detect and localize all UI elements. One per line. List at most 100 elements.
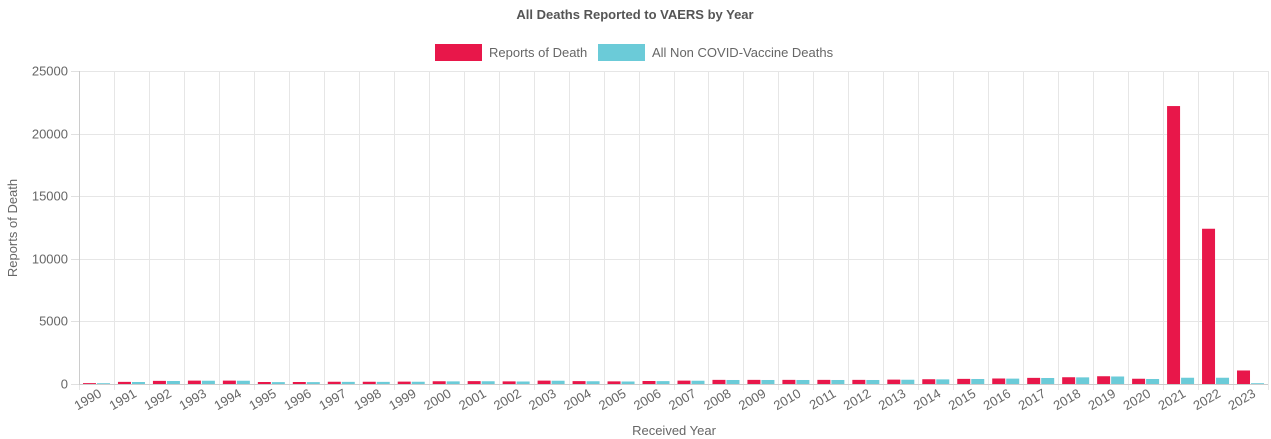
bar-reports-of-death-2016[interactable]: [992, 378, 1006, 384]
bar-reports-of-death-1990[interactable]: [82, 383, 96, 384]
bar-non-covid-deaths-2010[interactable]: [796, 379, 810, 384]
x-tick-label: 2013: [876, 386, 909, 413]
bar-reports-of-death-1993[interactable]: [187, 380, 201, 384]
bar-reports-of-death-2017[interactable]: [1027, 377, 1041, 384]
bar-reports-of-death-1997[interactable]: [327, 381, 341, 384]
bar-reports-of-death-1991[interactable]: [117, 381, 131, 384]
bar-reports-of-death-2015[interactable]: [957, 378, 971, 384]
bar-reports-of-death-2006[interactable]: [642, 381, 656, 384]
bar-reports-of-death-2007[interactable]: [677, 380, 691, 384]
bar-non-covid-deaths-1990[interactable]: [96, 383, 110, 384]
x-tick-label: 2008: [701, 386, 734, 413]
bar-reports-of-death-2011[interactable]: [817, 379, 831, 384]
bar-non-covid-deaths-2012[interactable]: [866, 379, 880, 384]
y-tick-label: 20000: [32, 127, 68, 142]
bar-reports-of-death-2000[interactable]: [432, 381, 446, 384]
bar-reports-of-death-2018[interactable]: [1062, 377, 1076, 384]
x-tick-label: 2012: [841, 386, 874, 413]
bar-non-covid-deaths-2002[interactable]: [516, 381, 530, 385]
x-tick-label: 1993: [176, 386, 209, 413]
bar-non-covid-deaths-2007[interactable]: [691, 380, 705, 384]
bar-non-covid-deaths-1991[interactable]: [131, 382, 145, 384]
x-tick-label: 2010: [771, 386, 804, 413]
bar-non-covid-deaths-2019[interactable]: [1111, 376, 1125, 384]
y-tick-label: 25000: [32, 64, 68, 79]
bar-non-covid-deaths-2014[interactable]: [936, 379, 950, 384]
x-tick-label: 2023: [1225, 386, 1258, 413]
x-tick-label: 2020: [1121, 386, 1154, 413]
bar-non-covid-deaths-2018[interactable]: [1076, 377, 1090, 384]
x-tick-label: 2017: [1016, 386, 1049, 413]
bar-non-covid-deaths-1993[interactable]: [201, 380, 215, 384]
bar-reports-of-death-2005[interactable]: [607, 381, 621, 384]
bar-reports-of-death-2004[interactable]: [572, 381, 586, 384]
bar-non-covid-deaths-1996[interactable]: [306, 382, 320, 384]
bar-reports-of-death-1998[interactable]: [362, 381, 376, 384]
bar-non-covid-deaths-2021[interactable]: [1181, 377, 1195, 384]
bar-reports-of-death-2012[interactable]: [852, 379, 866, 384]
bar-reports-of-death-2021[interactable]: [1167, 106, 1181, 384]
x-tick-label: 1994: [211, 386, 244, 413]
legend-swatch-reports-of-death: [435, 44, 482, 61]
bar-non-covid-deaths-2011[interactable]: [831, 379, 845, 384]
bar-non-covid-deaths-2006[interactable]: [656, 381, 670, 384]
y-tick-label: 5000: [39, 314, 68, 329]
x-tick-label: 2001: [456, 386, 489, 413]
bar-reports-of-death-1996[interactable]: [292, 382, 306, 384]
x-tick-label: 2003: [526, 386, 559, 413]
x-tick-label: 1999: [386, 386, 419, 413]
bar-non-covid-deaths-2023[interactable]: [1251, 383, 1265, 384]
x-tick-label: 2016: [981, 386, 1014, 413]
bar-reports-of-death-2019[interactable]: [1097, 376, 1111, 384]
legend-swatch-non-covid-deaths: [598, 44, 645, 61]
bar-reports-of-death-2023[interactable]: [1237, 370, 1251, 384]
legend[interactable]: Reports of Death All Non COVID-Vaccine D…: [435, 44, 834, 61]
bar-non-covid-deaths-1995[interactable]: [271, 382, 285, 384]
x-tick-label: 2009: [736, 386, 769, 413]
bar-reports-of-death-1999[interactable]: [397, 381, 411, 384]
x-tick-label: 2006: [631, 386, 664, 413]
bar-reports-of-death-2020[interactable]: [1132, 378, 1146, 384]
bar-non-covid-deaths-2016[interactable]: [1006, 378, 1020, 384]
bar-non-covid-deaths-1994[interactable]: [236, 380, 250, 384]
y-axis-title: Reports of Death: [5, 179, 20, 277]
x-tick-label: 2022: [1190, 386, 1223, 413]
bar-non-covid-deaths-2013[interactable]: [901, 379, 915, 384]
x-tick-label: 2002: [491, 386, 524, 413]
bar-non-covid-deaths-2004[interactable]: [586, 381, 600, 384]
bar-reports-of-death-2013[interactable]: [887, 379, 901, 384]
x-axis-ticks: 1990 1991 1992 1993 1994 1995 1996 1997 1998 1999…: [71, 386, 1258, 413]
bar-non-covid-deaths-1999[interactable]: [411, 381, 425, 384]
legend-label-non-covid-deaths[interactable]: All Non COVID-Vaccine Deaths: [652, 45, 834, 60]
bar-reports-of-death-1995[interactable]: [257, 382, 271, 384]
bar-reports-of-death-2022[interactable]: [1202, 228, 1216, 384]
x-tick-label: 1990: [71, 386, 104, 413]
bar-reports-of-death-2001[interactable]: [467, 381, 481, 384]
bar-non-covid-deaths-2022[interactable]: [1216, 377, 1230, 384]
bar-reports-of-death-1994[interactable]: [222, 380, 236, 384]
bar-non-covid-deaths-1997[interactable]: [341, 381, 355, 384]
bar-reports-of-death-2003[interactable]: [537, 380, 551, 384]
bar-non-covid-deaths-1992[interactable]: [166, 381, 180, 384]
bar-non-covid-deaths-1998[interactable]: [376, 381, 390, 384]
bar-non-covid-deaths-2020[interactable]: [1146, 378, 1160, 384]
bar-reports-of-death-2008[interactable]: [712, 379, 726, 384]
bar-non-covid-deaths-2001[interactable]: [481, 381, 495, 384]
bar-non-covid-deaths-2017[interactable]: [1041, 377, 1055, 384]
bar-non-covid-deaths-2015[interactable]: [971, 378, 985, 384]
x-tick-label: 1998: [351, 386, 384, 413]
x-tick-label: 2014: [911, 386, 944, 413]
bar-non-covid-deaths-2008[interactable]: [726, 379, 740, 384]
bar-reports-of-death-2010[interactable]: [782, 379, 796, 384]
bar-reports-of-death-2014[interactable]: [922, 379, 936, 384]
bar-non-covid-deaths-2009[interactable]: [761, 379, 775, 384]
x-tick-label: 1991: [106, 386, 139, 413]
bar-non-covid-deaths-2000[interactable]: [446, 381, 460, 384]
bar-reports-of-death-2002[interactable]: [502, 381, 516, 384]
bar-reports-of-death-2009[interactable]: [747, 379, 761, 384]
x-tick-label: 2005: [596, 386, 629, 413]
bar-non-covid-deaths-2005[interactable]: [621, 381, 635, 385]
bar-reports-of-death-1992[interactable]: [152, 380, 166, 384]
bar-non-covid-deaths-2003[interactable]: [551, 380, 565, 384]
legend-label-reports-of-death[interactable]: Reports of Death: [489, 45, 587, 60]
